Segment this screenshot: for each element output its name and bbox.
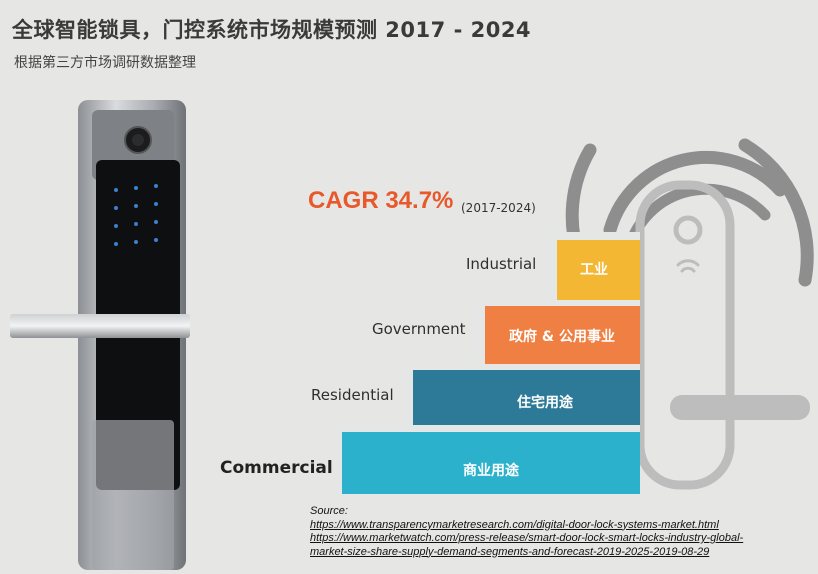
wifi-lock-illustration bbox=[565, 138, 814, 490]
industrial-zh-label: 工业 bbox=[580, 262, 608, 278]
source-link-1[interactable]: https://www.transparencymarketresearch.c… bbox=[310, 518, 719, 531]
residential-en-label: Residential bbox=[311, 386, 394, 404]
government-en-label: Government bbox=[372, 320, 466, 338]
source-link-2-continued[interactable]: market-size-share-supply-demand-segments… bbox=[310, 545, 710, 558]
source-label: Source: bbox=[310, 505, 348, 517]
step-government-fill bbox=[485, 306, 640, 364]
cagr-value: CAGR 34.7% bbox=[308, 187, 454, 214]
commercial-zh-label: 商业用途 bbox=[463, 463, 519, 479]
cagr-years: (2017-2024) bbox=[461, 201, 536, 215]
commercial-en-label: Commercial bbox=[220, 458, 333, 478]
page-subtitle: 根据第三方市场调研数据整理 bbox=[14, 55, 196, 71]
residential-zh-label: 住宅用途 bbox=[517, 395, 573, 411]
step-industrial-fill bbox=[557, 240, 640, 306]
source-link-2[interactable]: https://www.marketwatch.com/press-releas… bbox=[310, 532, 744, 544]
step-commercial-fill bbox=[342, 432, 640, 494]
smart-lock-image bbox=[10, 100, 190, 570]
industrial-en-label: Industrial bbox=[466, 255, 537, 273]
step-residential-fill bbox=[413, 370, 640, 430]
government-zh-label: 政府 & 公用事业 bbox=[509, 329, 615, 345]
page-title: 全球智能锁具，门控系统市场规模预测 2017 - 2024 bbox=[12, 18, 532, 42]
source-block: Source: https://www.transparencymarketre… bbox=[310, 505, 743, 559]
